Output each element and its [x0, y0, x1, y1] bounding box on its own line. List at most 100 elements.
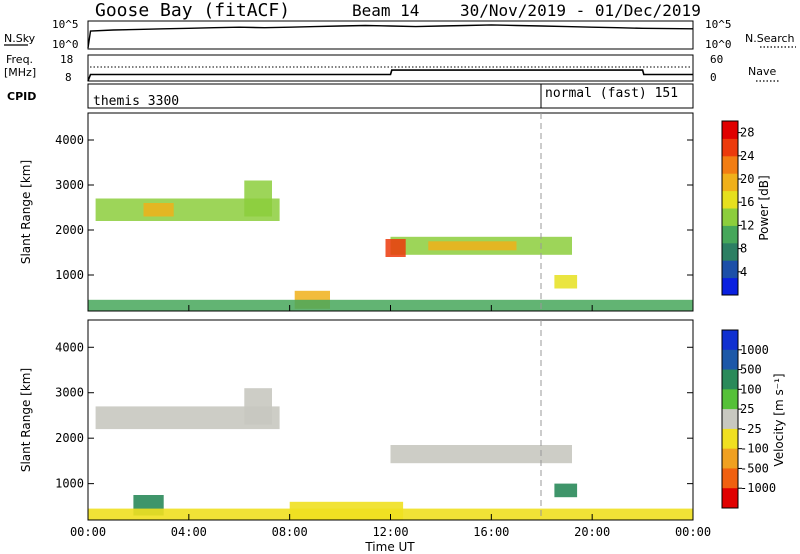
power-region-5 [385, 239, 406, 257]
velocity-colorbar-label-3: 25 [740, 402, 754, 416]
power-region-4 [428, 241, 517, 251]
power-ytick-label-1: 2000 [55, 223, 84, 237]
power-region-1 [143, 203, 174, 217]
velocity-colorbar-swatch-3 [722, 389, 738, 410]
power-colorbar-label-2: 12 [740, 218, 754, 232]
xtick-label-6: 00:00 [675, 525, 711, 539]
cpid-segment-1: themis 3300 [93, 94, 179, 109]
power-colorbar-swatch-0 [722, 277, 738, 296]
noise-left-tick-bottom: 10^0 [52, 38, 79, 51]
frequency-panel: Freq. [MHz] 18 8 60 0 Nave [4, 53, 780, 84]
power-colorbar-swatch-6 [722, 173, 738, 192]
power-colorbar-swatch-5 [722, 190, 738, 209]
power-colorbar-label-1: 8 [740, 242, 747, 256]
velocity-ytick-label-0: 1000 [55, 477, 84, 491]
velocity-colorbar-label-7: -1000 [740, 481, 776, 495]
velocity-colorbar-swatch-7 [722, 468, 738, 489]
velocity-colorbar-swatch-8 [722, 488, 738, 509]
velocity-colorbar-label-4: -25 [740, 422, 762, 436]
freq-label-line2: [MHz] [4, 66, 36, 79]
power-colorbar-label-3: 16 [740, 195, 754, 209]
power-ytick-label-0: 1000 [55, 268, 84, 282]
power-colorbar-label-0: 4 [740, 265, 747, 279]
velocity-y-ticks: 1000 2000 3000 4000 [55, 340, 693, 491]
noise-right-tick-bottom: 10^0 [705, 38, 732, 51]
freq-left-tick-bottom: 8 [65, 71, 72, 84]
power-panel: 1000 2000 3000 4000 Slant Range [km] [19, 112, 694, 312]
velocity-colorbar-label-0: 1000 [740, 343, 769, 357]
noise-panel-frame [87, 20, 694, 50]
power-colorbar-label-5: 24 [740, 149, 754, 163]
power-colorbar-swatch-1 [722, 260, 738, 279]
noise-right-tick-top: 10^5 [705, 18, 732, 31]
frequency-series [87, 69, 693, 82]
power-ytick-label-3: 4000 [55, 133, 84, 147]
power-colorbar-swatch-9 [722, 121, 738, 139]
noise-sky-series [87, 24, 694, 49]
power-heatmap [88, 180, 693, 312]
velocity-colorbar-label-1: 500 [740, 363, 762, 377]
power-y-axis-label: Slant Range [km] [19, 160, 33, 264]
velocity-colorbar-swatch-1 [722, 349, 738, 371]
velocity-region-2 [390, 445, 572, 464]
power-colorbar-label: Power [dB] [757, 175, 771, 240]
cpid-segment-2: normal (fast) 151 [545, 86, 678, 101]
xtick-label-1: 04:00 [171, 525, 207, 539]
x-axis-label: Time UT [364, 540, 415, 554]
freq-label-line1: Freq. [6, 53, 33, 66]
noise-panel: N.Sky 10^5 10^0 10^5 10^0 N.Search [4, 18, 796, 51]
velocity-colorbar-label-5: -100 [740, 442, 769, 456]
velocity-ytick-label-2: 3000 [55, 386, 84, 400]
velocity-colorbar-frame [721, 329, 739, 509]
cpid-panel-frame [87, 83, 694, 109]
time-axis: 00:00 04:00 08:00 12:00 16:00 20:00 00:00 [70, 305, 711, 539]
power-colorbar-swatch-8 [722, 138, 738, 157]
freq-right-tick-top: 60 [710, 53, 723, 66]
power-region-6 [554, 275, 578, 289]
beam-label: Beam 14 [352, 1, 419, 20]
freq-left-tick-top: 18 [60, 53, 73, 66]
power-colorbar-label-4: 20 [740, 172, 754, 186]
velocity-colorbar-swatch-0 [722, 330, 738, 351]
xtick-label-4: 16:00 [473, 525, 509, 539]
xtick-label-0: 00:00 [70, 525, 106, 539]
velocity-colorbar-label: Velocity [m s⁻¹] [772, 373, 786, 466]
velocity-colorbar-swatch-6 [722, 448, 738, 469]
cpid-panel: CPID themis 3300 normal (fast) 151 [7, 83, 694, 109]
xtick-label-3: 12:00 [372, 525, 408, 539]
power-colorbar-label-6: 28 [740, 126, 754, 140]
freq-right-tick-bottom: 0 [710, 71, 717, 84]
velocity-colorbar: 1000 500 100 25 -25 -100 -500 -1000 Velocity [m… [721, 329, 786, 509]
xtick-label-5: 20:00 [574, 525, 610, 539]
velocity-heatmap [88, 388, 693, 520]
velocity-y-axis-label: Slant Range [km] [19, 368, 33, 472]
cpid-label: CPID [7, 90, 36, 103]
velocity-colorbar-swatch-2 [722, 369, 738, 390]
velocity-colorbar-swatch-5 [722, 428, 738, 450]
velocity-region-1 [244, 388, 272, 425]
power-colorbar-swatch-3 [722, 225, 738, 244]
power-region-2 [244, 180, 272, 217]
velocity-panel: 1000 2000 3000 4000 Slant Range [km] [19, 319, 694, 521]
xtick-label-2: 08:00 [272, 525, 308, 539]
noise-left-tick-top: 10^5 [52, 18, 79, 31]
velocity-region-3 [554, 483, 578, 498]
station-title: Goose Bay (fitACF) [95, 0, 290, 21]
noise-sky-label: N.Sky [4, 32, 36, 45]
velocity-colorbar-swatch-4 [722, 409, 738, 430]
power-colorbar-swatch-2 [722, 242, 738, 261]
power-ytick-label-2: 3000 [55, 178, 84, 192]
velocity-region-0 [95, 406, 280, 430]
power-region-0 [95, 198, 280, 221]
velocity-colorbar-label-6: -500 [740, 461, 769, 475]
power-colorbar: 4 8 12 16 20 24 28 Power [dB] [721, 120, 771, 296]
velocity-ytick-label-3: 4000 [55, 340, 84, 354]
frequency-panel-frame [87, 54, 694, 82]
velocity-colorbar-label-2: 100 [740, 382, 762, 396]
nave-label: Nave [748, 65, 776, 78]
power-colorbar-swatch-7 [722, 155, 738, 174]
power-colorbar-swatch-4 [722, 208, 738, 226]
velocity-ytick-label-1: 2000 [55, 431, 84, 445]
noise-search-label: N.Search [745, 32, 795, 45]
